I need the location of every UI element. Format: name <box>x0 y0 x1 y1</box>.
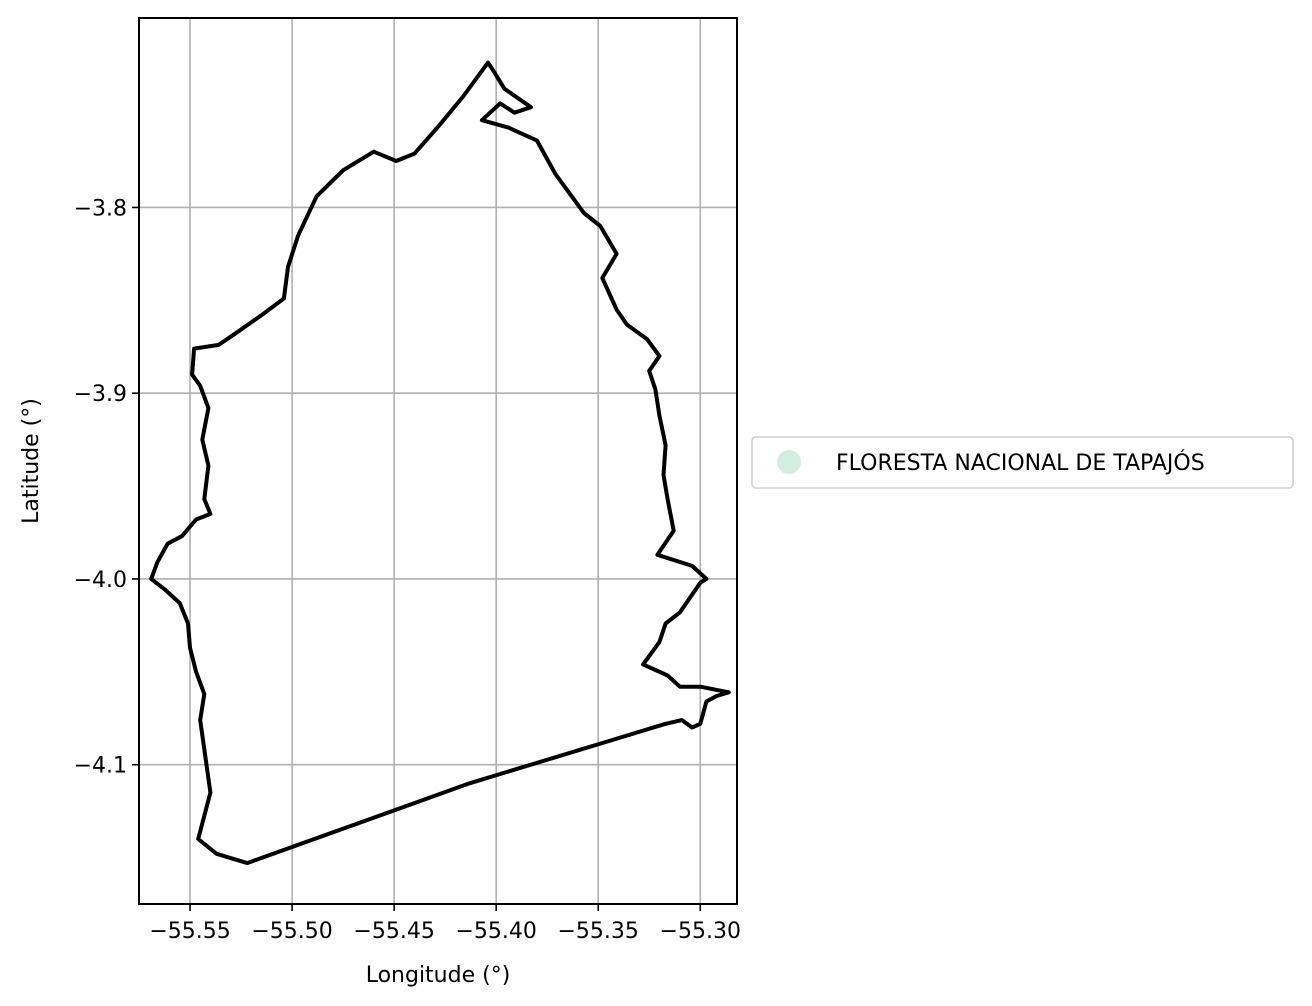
x-tick-label: −55.30 <box>660 919 741 944</box>
forest-boundary-outline <box>149 60 731 866</box>
plot-frame <box>138 17 738 905</box>
x-tick-label: −55.35 <box>558 919 639 944</box>
y-tick-label: −3.8 <box>74 196 127 221</box>
x-axis-label: Longitude (°) <box>366 963 511 988</box>
ticks: −55.55 −55.50 −55.45 −55.40 −55.35 −55.30 −3.8… <box>74 196 741 944</box>
grid <box>139 18 737 904</box>
legend-swatch <box>777 450 801 474</box>
x-tick-label: −55.55 <box>149 919 230 944</box>
x-tick-label: −55.45 <box>353 919 434 944</box>
legend-label: FLORESTA NACIONAL DE TAPAJÓS <box>836 450 1205 476</box>
legend: FLORESTA NACIONAL DE TAPAJÓS <box>751 436 1294 489</box>
y-tick-label: −4.0 <box>74 568 127 593</box>
y-tick-label: −3.9 <box>74 382 127 407</box>
y-axis-label: Latitude (°) <box>19 398 44 524</box>
x-tick-label: −55.40 <box>455 919 536 944</box>
x-tick-label: −55.50 <box>251 919 332 944</box>
y-tick-label: −4.1 <box>74 754 127 779</box>
legend-box <box>751 436 1294 489</box>
